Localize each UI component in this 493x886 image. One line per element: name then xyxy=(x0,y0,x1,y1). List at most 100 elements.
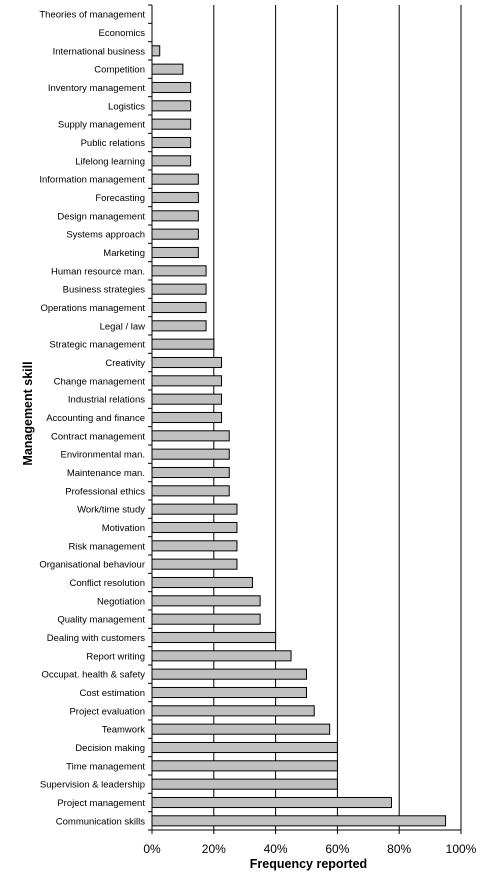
category-label-20: Change management xyxy=(54,376,146,387)
bar-4 xyxy=(152,82,191,92)
category-label-35: Report writing xyxy=(86,651,145,662)
x-tick-label-1: 20% xyxy=(202,842,226,856)
bar-37 xyxy=(152,687,307,697)
bar-31 xyxy=(152,577,252,587)
bar-25 xyxy=(152,467,229,477)
category-label-22: Accounting and finance xyxy=(46,413,145,424)
bar-22 xyxy=(152,412,222,422)
bar-30 xyxy=(152,559,237,569)
bar-36 xyxy=(152,669,307,679)
category-label-23: Contract management xyxy=(51,431,145,442)
bar-26 xyxy=(152,486,229,496)
category-label-8: Lifelong learning xyxy=(75,156,145,167)
category-label-15: Business strategies xyxy=(63,285,146,296)
bar-35 xyxy=(152,651,291,661)
category-label-33: Quality management xyxy=(57,615,145,626)
bar-14 xyxy=(152,266,206,276)
y-axis-title: Management skill xyxy=(21,361,35,465)
category-label-30: Organisational behaviour xyxy=(39,560,145,571)
category-label-10: Forecasting xyxy=(95,193,145,204)
bar-11 xyxy=(152,211,198,221)
x-tick-label-4: 80% xyxy=(387,842,411,856)
bar-43 xyxy=(152,797,391,807)
bar-28 xyxy=(152,522,237,532)
bar-6 xyxy=(152,119,191,129)
bars xyxy=(152,46,446,826)
category-label-7: Public relations xyxy=(81,138,146,149)
category-label-34: Dealing with customers xyxy=(47,633,145,644)
bar-10 xyxy=(152,192,198,202)
category-label-3: Competition xyxy=(94,65,145,76)
bar-19 xyxy=(152,357,222,367)
category-labels: Theories of management Economics Internati… xyxy=(39,10,145,828)
bar-44 xyxy=(152,816,446,826)
category-label-39: Teamwork xyxy=(102,725,146,736)
bar-8 xyxy=(152,156,191,166)
category-label-2: International business xyxy=(53,46,146,57)
x-tick-label-5: 100% xyxy=(446,842,477,856)
x-tick-label-2: 40% xyxy=(264,842,288,856)
category-label-29: Risk management xyxy=(68,541,145,552)
bar-41 xyxy=(152,761,337,771)
x-axis-title: Frequency reported xyxy=(250,857,367,871)
category-label-18: Strategic management xyxy=(49,340,145,351)
bar-34 xyxy=(152,632,276,642)
category-label-17: Legal / law xyxy=(100,321,146,332)
category-label-41: Time management xyxy=(66,761,145,772)
bar-40 xyxy=(152,742,337,752)
bar-12 xyxy=(152,229,198,239)
category-label-38: Project evaluation xyxy=(69,706,145,717)
bar-24 xyxy=(152,449,229,459)
x-tick-label-3: 60% xyxy=(325,842,349,856)
category-label-13: Marketing xyxy=(103,248,145,259)
category-label-32: Negotiation xyxy=(97,596,145,607)
bar-2 xyxy=(152,46,160,56)
bar-32 xyxy=(152,596,260,606)
category-label-11: Design management xyxy=(57,211,145,222)
category-label-36: Occupat. health & safety xyxy=(41,670,145,681)
x-tick-label-0: 0% xyxy=(143,842,161,856)
category-label-1: Economics xyxy=(99,28,146,39)
bar-3 xyxy=(152,64,183,74)
bar-18 xyxy=(152,339,214,349)
bar-42 xyxy=(152,779,337,789)
bar-13 xyxy=(152,247,198,257)
category-label-42: Supervision & leadership xyxy=(40,780,145,791)
bar-17 xyxy=(152,321,206,331)
category-label-37: Cost estimation xyxy=(80,688,145,699)
bar-20 xyxy=(152,376,222,386)
category-label-0: Theories of management xyxy=(39,10,145,21)
category-label-40: Decision making xyxy=(75,743,145,754)
category-label-5: Logistics xyxy=(108,101,145,112)
bar-27 xyxy=(152,504,237,514)
bar-21 xyxy=(152,394,222,404)
category-label-16: Operations management xyxy=(40,303,145,314)
bar-15 xyxy=(152,284,206,294)
category-label-31: Conflict resolution xyxy=(69,578,145,589)
category-label-19: Creativity xyxy=(105,358,145,369)
bar-5 xyxy=(152,101,191,111)
category-label-26: Professional ethics xyxy=(65,486,145,497)
category-label-12: Systems approach xyxy=(66,230,145,241)
bar-23 xyxy=(152,431,229,441)
category-label-43: Project management xyxy=(57,798,145,809)
category-label-28: Motivation xyxy=(102,523,145,534)
category-label-6: Supply management xyxy=(58,120,145,131)
bar-9 xyxy=(152,174,198,184)
bar-39 xyxy=(152,724,330,734)
bar-29 xyxy=(152,541,237,551)
bar-33 xyxy=(152,614,260,624)
category-label-25: Maintenance man. xyxy=(67,468,145,479)
category-label-14: Human resource man. xyxy=(51,266,145,277)
category-label-4: Inventory management xyxy=(48,83,146,94)
category-label-44: Communication skills xyxy=(56,816,145,827)
bar-7 xyxy=(152,137,191,147)
x-tick-labels: 0% 20% 40% 60% 80% 100% xyxy=(143,842,476,856)
category-label-21: Industrial relations xyxy=(68,395,145,406)
category-label-24: Environmental man. xyxy=(61,450,145,461)
bar-16 xyxy=(152,302,206,312)
bar-38 xyxy=(152,706,314,716)
category-label-9: Information management xyxy=(39,175,145,186)
